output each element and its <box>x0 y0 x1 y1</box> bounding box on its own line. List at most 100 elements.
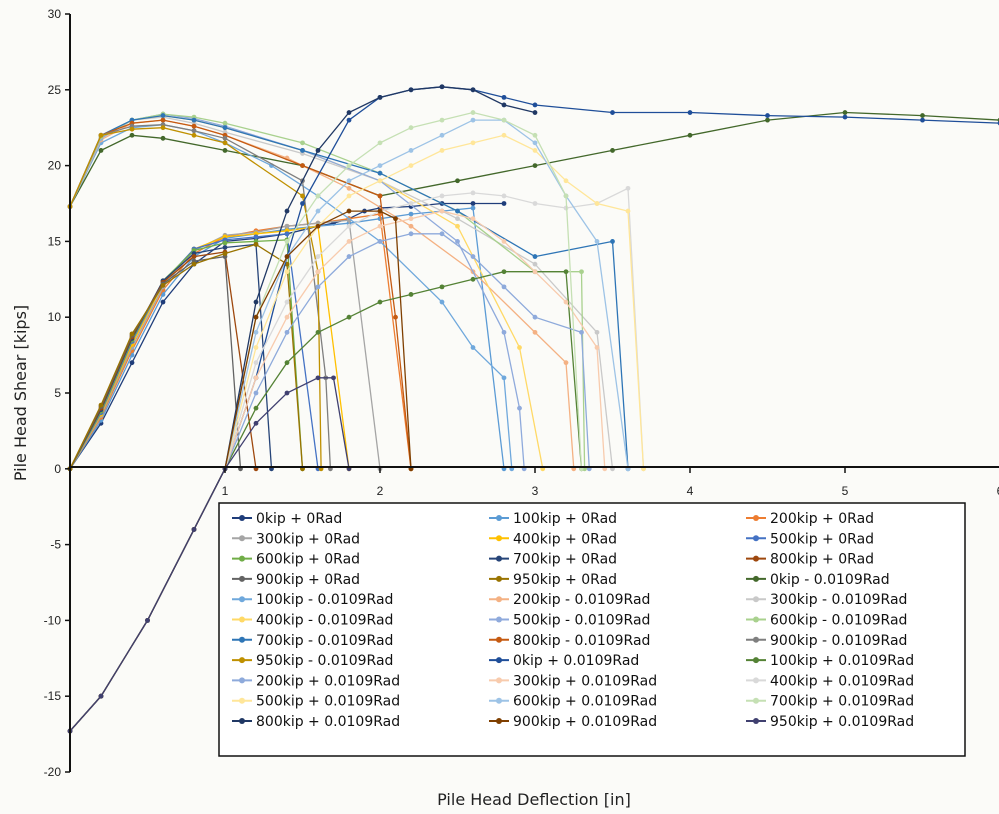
legend-label: 950kip + 0.0109Rad <box>770 714 914 730</box>
data-point <box>377 163 383 169</box>
legend-label: 900kip - 0.0109Rad <box>770 633 907 649</box>
legend-label: 500kip + 0Rad <box>770 531 874 547</box>
data-point <box>346 208 352 214</box>
data-point <box>300 140 305 146</box>
legend-label: 400kip + 0Rad <box>513 531 617 547</box>
legend-label: 900kip + 0.0109Rad <box>513 714 657 730</box>
x-tick-label: 6 <box>997 484 999 498</box>
data-point <box>470 140 476 146</box>
data-point <box>346 193 352 199</box>
data-point <box>346 117 352 123</box>
legend-swatch-marker <box>753 535 759 542</box>
legend-item: 0kip + 0Rad <box>232 511 342 527</box>
data-point <box>284 269 290 275</box>
data-point <box>563 360 569 366</box>
data-point <box>532 132 538 138</box>
data-point <box>377 299 383 305</box>
series-line <box>69 113 525 469</box>
legend-label: 200kip - 0.0109Rad <box>513 592 650 608</box>
data-point <box>501 94 507 100</box>
legend-swatch-marker <box>239 515 245 521</box>
data-point <box>98 148 104 153</box>
series-line <box>69 225 350 470</box>
legend-item: 950kip + 0.0109Rad <box>746 714 914 730</box>
data-point <box>98 693 104 699</box>
data-point <box>315 148 321 153</box>
data-point <box>253 234 259 240</box>
legend-label: 800kip - 0.0109Rad <box>513 633 650 649</box>
series-group <box>67 223 352 472</box>
legend-item: 900kip - 0.0109Rad <box>746 633 907 649</box>
data-point <box>253 375 259 381</box>
series-group <box>67 125 324 472</box>
data-point <box>532 269 538 275</box>
series-group <box>67 117 414 472</box>
data-point <box>470 190 476 196</box>
legend-item: 0kip + 0.0109Rad <box>489 653 639 669</box>
legend-swatch-marker <box>239 636 245 643</box>
data-point <box>501 193 507 199</box>
legend-label: 100kip - 0.0109Rad <box>256 592 393 608</box>
data-point <box>765 117 770 123</box>
data-point <box>222 251 228 256</box>
data-point <box>501 201 507 206</box>
data-point <box>920 113 925 118</box>
data-point <box>532 261 538 267</box>
data-point <box>532 140 538 146</box>
data-point <box>470 254 476 259</box>
data-point <box>579 269 584 275</box>
data-point <box>517 345 522 350</box>
legend-label: 300kip + 0Rad <box>256 531 360 547</box>
data-point <box>284 254 290 259</box>
data-point <box>253 299 259 305</box>
legend-label: 0kip + 0Rad <box>256 511 342 527</box>
legend-swatch-marker <box>753 677 759 684</box>
x-tick-label: 1 <box>222 484 229 498</box>
y-tick-label: 0 <box>54 462 61 476</box>
legend-item: 100kip + 0.0109Rad <box>746 653 914 669</box>
data-point <box>439 193 445 199</box>
data-point <box>687 132 693 138</box>
legend-swatch-marker <box>753 697 759 704</box>
data-point <box>501 284 507 290</box>
data-point <box>315 208 321 214</box>
data-point <box>455 223 460 229</box>
data-point <box>284 360 290 366</box>
legend-item: 700kip + 0.0109Rad <box>746 694 914 710</box>
legend-label: 500kip - 0.0109Rad <box>513 613 650 629</box>
legend-item: 950kip + 0Rad <box>489 572 617 588</box>
y-tick-label: -5 <box>50 538 61 552</box>
x-axis-title: Pile Head Deflection [in] <box>437 790 631 809</box>
data-point <box>222 245 228 250</box>
data-point <box>377 208 383 214</box>
data-point <box>470 345 476 350</box>
data-point <box>377 178 383 184</box>
data-point <box>129 132 135 138</box>
data-point <box>377 223 383 229</box>
data-point <box>470 117 476 123</box>
legend-swatch-marker <box>496 555 502 562</box>
legend-item: 600kip + 0Rad <box>232 552 360 568</box>
legend-swatch-marker <box>496 718 502 724</box>
data-point <box>610 148 615 153</box>
series-line <box>69 119 412 469</box>
data-point <box>346 110 352 115</box>
data-point <box>439 117 445 123</box>
legend-label: 950kip - 0.0109Rad <box>256 653 393 669</box>
legend-label: 400kip - 0.0109Rad <box>256 613 393 629</box>
data-point <box>439 208 445 214</box>
data-point <box>439 132 445 138</box>
data-point <box>98 402 104 408</box>
data-point <box>563 193 569 199</box>
legend-swatch-marker <box>753 515 759 521</box>
legend-swatch-marker <box>496 616 502 623</box>
legend-swatch-marker <box>496 596 502 603</box>
legend-item: 300kip + 0Rad <box>232 531 360 547</box>
data-point <box>470 276 476 282</box>
data-point <box>160 113 166 118</box>
data-point <box>284 329 290 335</box>
data-point <box>346 223 352 229</box>
data-point <box>377 170 383 176</box>
data-point <box>408 87 414 93</box>
data-point <box>346 254 352 259</box>
